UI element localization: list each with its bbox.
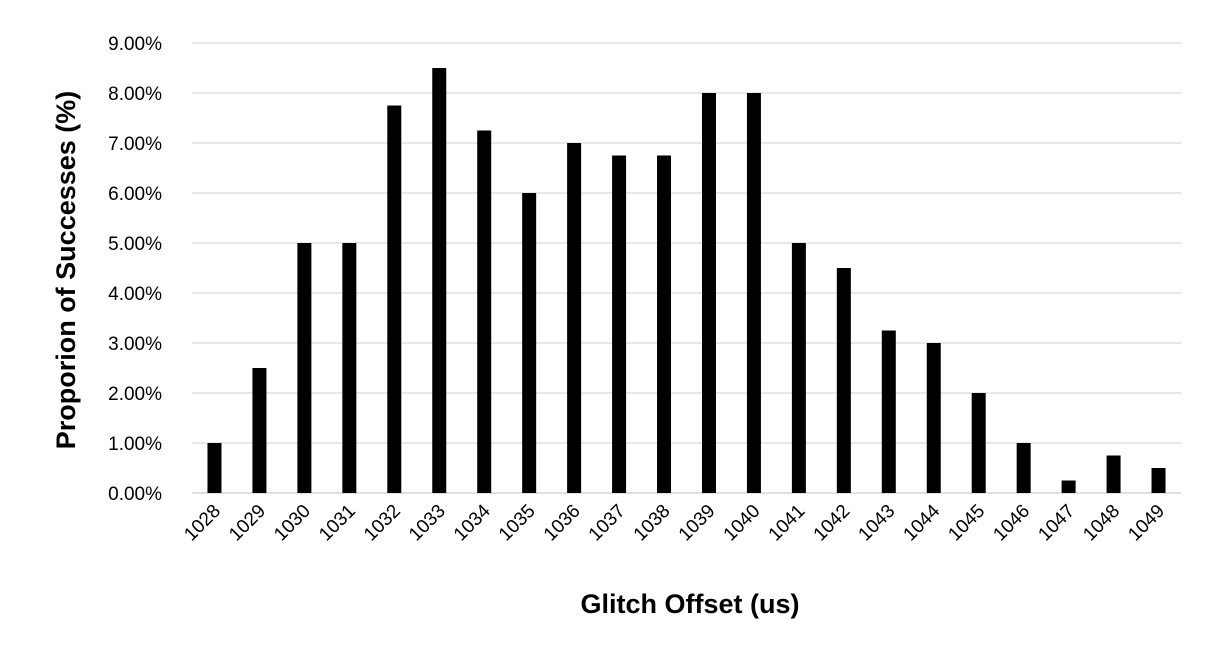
x-tick-label: 1029: [225, 501, 270, 546]
bars: [207, 68, 1166, 493]
x-tick-label: 1039: [675, 501, 720, 546]
bar-1033: [432, 68, 447, 493]
y-tick-label: 7.00%: [108, 134, 162, 155]
bar-1048: [1106, 455, 1121, 493]
bar-1045: [971, 393, 986, 493]
y-tick-label: 2.00%: [108, 384, 162, 405]
x-tick-label: 1048: [1079, 501, 1124, 546]
bar-1028: [207, 443, 222, 493]
bar-1043: [881, 330, 896, 493]
x-tick-label: 1033: [405, 501, 450, 546]
bar-1038: [657, 155, 672, 493]
bar-1032: [387, 105, 402, 493]
y-tick-label: 5.00%: [108, 234, 162, 255]
bar-1046: [1016, 443, 1031, 493]
x-tick-label: 1041: [765, 501, 810, 546]
bar-1029: [252, 368, 267, 493]
y-tick-label: 8.00%: [108, 84, 162, 105]
x-tick-label: 1031: [315, 501, 360, 546]
bar-1042: [836, 268, 851, 493]
x-tick-label: 1044: [900, 500, 945, 545]
bar-1039: [701, 93, 716, 493]
bar-1044: [926, 343, 941, 493]
y-tick-label: 9.00%: [108, 34, 162, 55]
x-tick-label: 1034: [450, 500, 495, 545]
bar-1034: [477, 130, 492, 493]
x-tick-label: 1047: [1034, 501, 1079, 546]
x-tick-label: 1035: [495, 501, 540, 546]
x-tick-label: 1042: [810, 501, 855, 546]
bar-1040: [746, 93, 761, 493]
x-tick-label: 1040: [720, 501, 765, 546]
x-axis-title: Glitch Offset (us): [580, 589, 799, 619]
x-tick-label: 1036: [540, 501, 585, 546]
x-tick-label: 1046: [989, 501, 1034, 546]
x-tick-label: 1032: [360, 501, 405, 546]
bar-1049: [1151, 468, 1166, 493]
x-tick-label: 1045: [944, 501, 989, 546]
bar-1030: [297, 243, 312, 493]
x-tick-label: 1049: [1124, 501, 1169, 546]
bar-1047: [1061, 480, 1076, 493]
y-axis-title: Proporion of Successes (%): [51, 91, 81, 450]
bar-1036: [567, 143, 582, 493]
bar-1041: [791, 243, 806, 493]
x-tick-label: 1030: [270, 501, 315, 546]
y-tick-label: 0.00%: [108, 484, 162, 505]
gridlines: [192, 42, 1181, 494]
x-tick-label: 1038: [630, 501, 675, 546]
bar-1035: [522, 193, 537, 493]
x-tick-label: 1043: [855, 501, 900, 546]
x-tick-label: 1037: [585, 501, 630, 546]
y-tick-label: 4.00%: [108, 284, 162, 305]
y-axis-tick-labels: 0.00% 1.00% 2.00% 3.00% 4.00% 5.00% 6.00% 7.00%…: [108, 34, 162, 505]
x-axis-tick-labels: 1028 1029 1030 1031 1032 1033 1034 1035 1036 1037…: [180, 500, 1169, 545]
y-tick-label: 6.00%: [108, 184, 162, 205]
bar-1031: [342, 243, 357, 493]
bar-1037: [612, 155, 627, 493]
y-tick-label: 3.00%: [108, 334, 162, 355]
y-tick-label: 1.00%: [108, 434, 162, 455]
x-tick-label: 1028: [180, 501, 225, 546]
